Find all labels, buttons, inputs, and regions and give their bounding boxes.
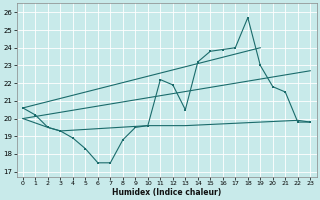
X-axis label: Humidex (Indice chaleur): Humidex (Indice chaleur) xyxy=(112,188,221,197)
